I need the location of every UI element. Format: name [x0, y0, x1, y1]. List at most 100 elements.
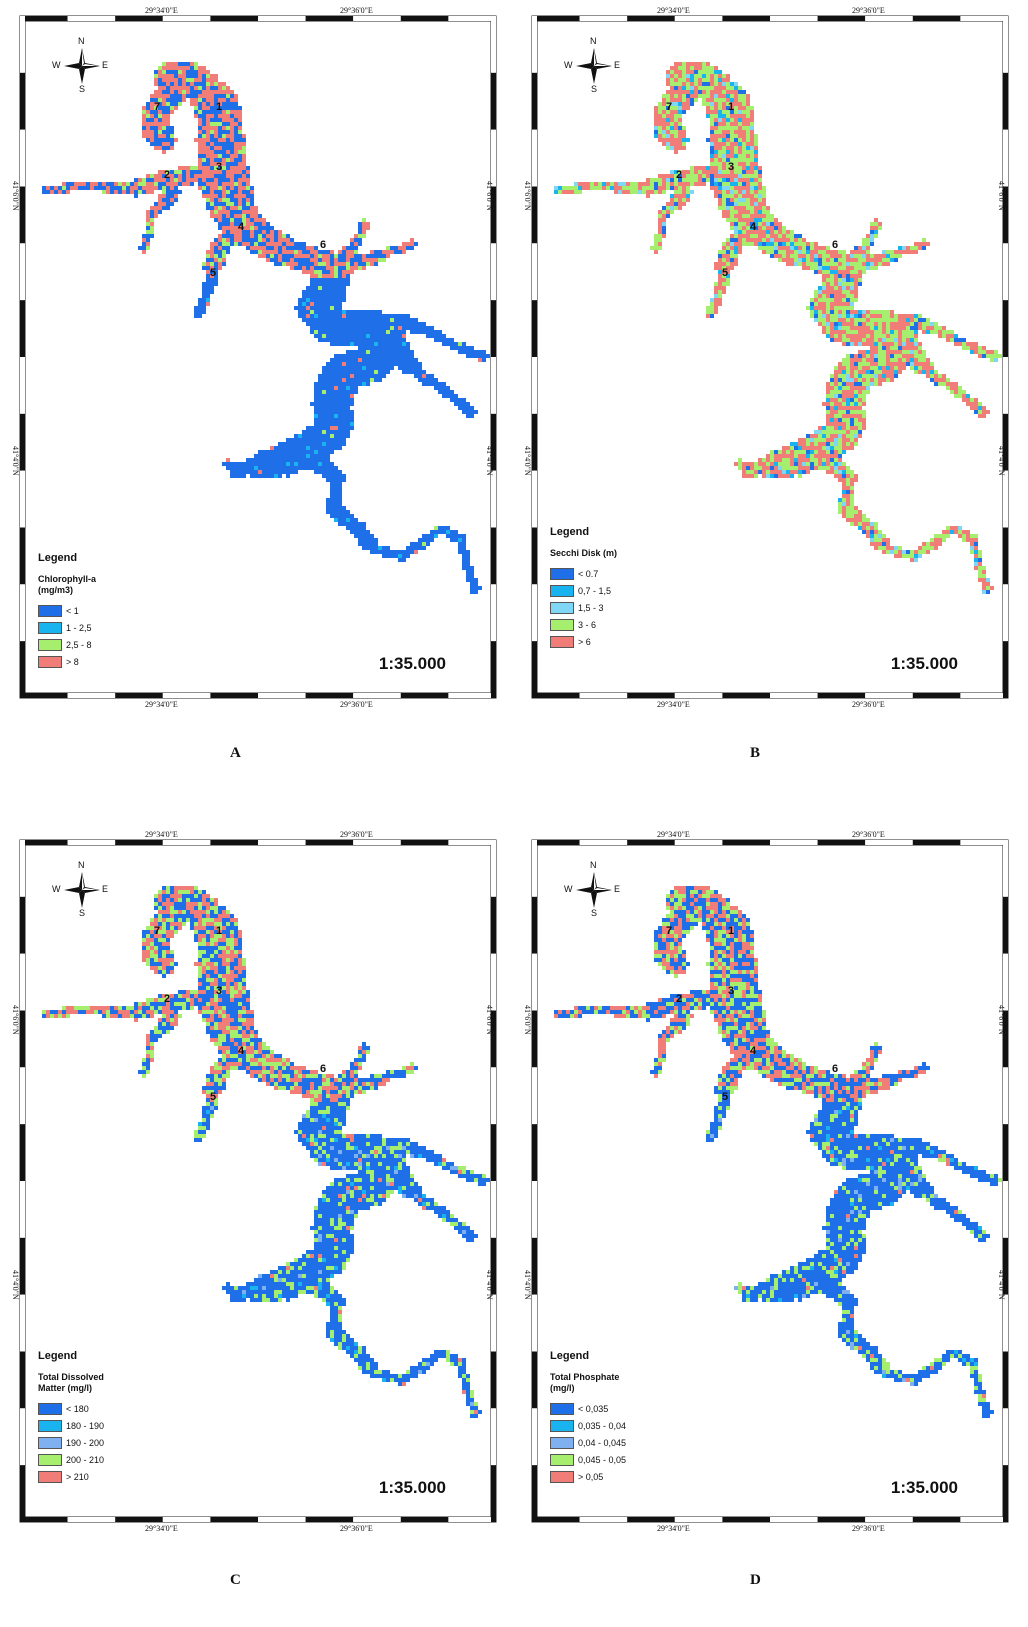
border-tick [532, 840, 537, 897]
lon-label-top-1: 29°34'0"E [657, 6, 690, 15]
lat-label-left-2: 41°4'0"N [11, 446, 20, 476]
lat-label-left-1: 41°6'0"N [523, 181, 532, 211]
border-tick [491, 186, 496, 244]
border-tick [115, 840, 163, 845]
border-tick [912, 693, 961, 698]
border-tick [1003, 527, 1008, 585]
border-tick [1003, 641, 1008, 698]
legend: Legend Chlorophyll-a (mg/m3) < 1 1 - 2,5 2,5… [38, 552, 96, 670]
border-tick [532, 584, 537, 642]
border-tick [20, 1181, 25, 1238]
border-tick [258, 16, 306, 21]
site-label-3: 3 [728, 161, 734, 173]
legend-swatch [38, 655, 62, 668]
legend-label: 180 - 190 [66, 1420, 105, 1431]
border-tick [258, 1517, 306, 1522]
scale-text: 1:35.000 [890, 654, 958, 673]
legend-item: 1,5 - 3 [550, 599, 617, 616]
lon-label-top-2: 29°36'0"E [340, 6, 373, 15]
legend-label: < 0,035 [578, 1403, 609, 1414]
border-tick [674, 840, 723, 845]
site-label-2: 2 [164, 993, 170, 1005]
legend-label: 0,04 - 0,045 [578, 1437, 627, 1448]
border-tick [960, 16, 1008, 21]
border-tick [722, 840, 770, 845]
legend-swatch [38, 638, 62, 651]
lat-label-left-1: 41°6'0"N [523, 1005, 532, 1035]
border-tick [1003, 129, 1008, 187]
border-tick [579, 840, 628, 845]
legend: Legend Total Dissolved Matter (mg/l) < 180… [38, 1350, 104, 1485]
site-label-2: 2 [164, 169, 170, 181]
lon-label-bottom-1: 29°34'0"E [657, 1524, 690, 1533]
border-tick [960, 840, 1008, 845]
panel-label-c: C [230, 1572, 241, 1588]
border-tick [210, 840, 258, 845]
map-panel-c: 1 2 3 4 5 6 7 29°34'0"E 29°36'0"E 29°34'0"E 29°36'… [10, 830, 506, 1552]
border-tick [722, 693, 770, 698]
legend-item: < 1 [38, 602, 96, 619]
border-tick [960, 693, 1008, 698]
legend-title: Legend [550, 1350, 590, 1362]
border-tick [817, 16, 866, 21]
site-label-1: 1 [216, 101, 222, 113]
border-tick [20, 840, 68, 845]
lon-label-bottom-2: 29°36'0"E [340, 1524, 373, 1533]
map-panel-b: 1 2 3 4 5 6 7 29°34'0"E 29°36'0"E 29°34'0"E 29°36'… [522, 6, 1018, 728]
panel-label-d: D [750, 1572, 761, 1588]
border-tick [627, 16, 675, 21]
border-tick [722, 1517, 770, 1522]
legend-swatch [38, 604, 62, 617]
border-tick [491, 357, 496, 414]
border-tick [20, 1067, 25, 1125]
site-label-3: 3 [216, 985, 222, 997]
border-tick [491, 470, 496, 528]
map-svg: 1 2 3 4 5 6 7 [19, 15, 497, 699]
north-arrow-icon: N S E W [52, 860, 112, 920]
border-tick [115, 16, 163, 21]
legend-label: > 210 [66, 1471, 89, 1482]
panel-label-b: B [750, 745, 761, 761]
site-label-6: 6 [832, 239, 838, 251]
border-tick [1003, 953, 1008, 1011]
border-tick [1003, 413, 1008, 471]
compass-e: E [102, 60, 109, 70]
border-tick [20, 1351, 25, 1409]
border-tick [20, 72, 25, 130]
border-tick [532, 1517, 580, 1522]
map-frame [531, 15, 1009, 699]
border-tick [20, 1408, 25, 1466]
border-tick [20, 527, 25, 585]
legend-label: 190 - 200 [66, 1437, 105, 1448]
site-label-1: 1 [216, 925, 222, 937]
border-tick [491, 1351, 496, 1409]
border-tick [20, 16, 25, 73]
border-tick [20, 300, 25, 357]
legend-label: < 1 [66, 605, 79, 616]
border-tick [491, 1124, 496, 1181]
border-tick [1003, 1237, 1008, 1295]
border-tick [491, 243, 496, 301]
border-tick [532, 243, 537, 301]
border-tick [20, 584, 25, 642]
border-tick [627, 840, 675, 845]
legend-label: < 180 [66, 1403, 89, 1414]
border-tick [210, 16, 258, 21]
border-tick [448, 1517, 496, 1522]
border-tick [491, 840, 496, 897]
legend-item: 0,04 - 0,045 [550, 1434, 626, 1451]
border-tick [817, 840, 866, 845]
lat-label-right-2: 41°4'0"N [485, 446, 494, 476]
legend-variable: Total Phosphate (mg/l) [550, 1372, 620, 1393]
compass-s: S [79, 84, 86, 94]
legend-swatch [38, 1402, 62, 1415]
legend-label: > 6 [578, 636, 591, 647]
border-tick [674, 16, 723, 21]
border-tick [258, 693, 306, 698]
border-tick [491, 1465, 496, 1522]
legend-swatch [38, 621, 62, 634]
border-tick [817, 1517, 866, 1522]
border-tick [1003, 470, 1008, 528]
border-tick [20, 896, 25, 954]
legend-label: 2,5 - 8 [66, 639, 92, 650]
